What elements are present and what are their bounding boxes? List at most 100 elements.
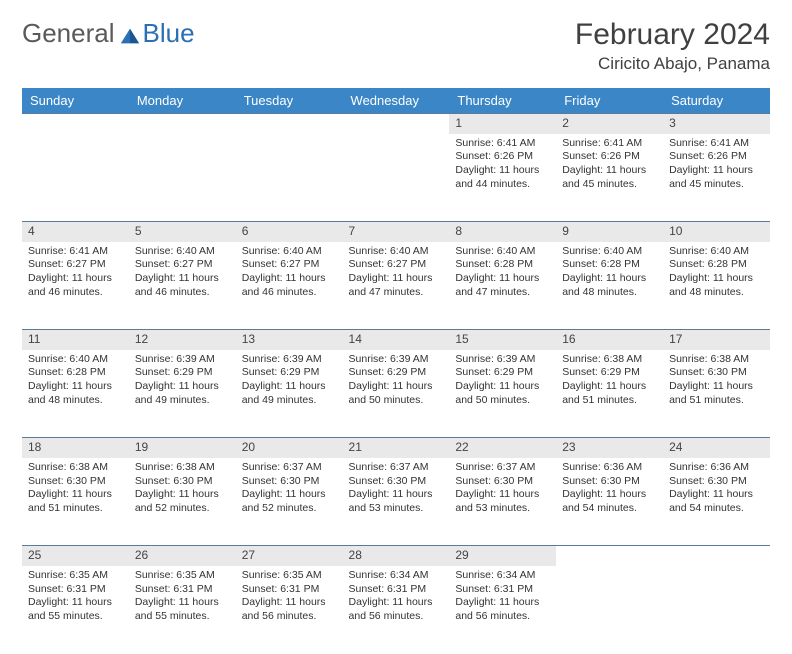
sunset-text: Sunset: 6:29 PM <box>562 366 657 380</box>
day-content-cell: Sunrise: 6:38 AMSunset: 6:30 PMDaylight:… <box>663 350 770 438</box>
daylight-text: Daylight: 11 hours and 45 minutes. <box>669 164 764 191</box>
day-number-cell: 23 <box>556 438 663 458</box>
day-content-cell: Sunrise: 6:37 AMSunset: 6:30 PMDaylight:… <box>343 458 450 546</box>
daylight-text: Daylight: 11 hours and 48 minutes. <box>28 380 123 407</box>
day-content-cell: Sunrise: 6:39 AMSunset: 6:29 PMDaylight:… <box>343 350 450 438</box>
daylight-text: Daylight: 11 hours and 53 minutes. <box>455 488 550 515</box>
day-number-cell: 7 <box>343 222 450 242</box>
daylight-text: Daylight: 11 hours and 54 minutes. <box>669 488 764 515</box>
sunrise-text: Sunrise: 6:37 AM <box>242 461 337 475</box>
day-number-cell: 1 <box>449 114 556 134</box>
day-content-cell: Sunrise: 6:35 AMSunset: 6:31 PMDaylight:… <box>236 566 343 654</box>
day-number-cell: 15 <box>449 330 556 350</box>
day-number-cell: 24 <box>663 438 770 458</box>
day-content-cell: Sunrise: 6:41 AMSunset: 6:26 PMDaylight:… <box>663 134 770 222</box>
logo-text-blue: Blue <box>143 18 195 49</box>
sunrise-text: Sunrise: 6:34 AM <box>455 569 550 583</box>
day-number-cell <box>236 114 343 134</box>
sunset-text: Sunset: 6:29 PM <box>135 366 230 380</box>
daylight-text: Daylight: 11 hours and 51 minutes. <box>562 380 657 407</box>
sunset-text: Sunset: 6:26 PM <box>455 150 550 164</box>
day-content-cell: Sunrise: 6:34 AMSunset: 6:31 PMDaylight:… <box>449 566 556 654</box>
day-number-cell: 19 <box>129 438 236 458</box>
day-content-cell <box>663 566 770 654</box>
weekday-header-row: Sunday Monday Tuesday Wednesday Thursday… <box>22 88 770 114</box>
sunset-text: Sunset: 6:28 PM <box>562 258 657 272</box>
sunset-text: Sunset: 6:29 PM <box>242 366 337 380</box>
day-content-cell: Sunrise: 6:35 AMSunset: 6:31 PMDaylight:… <box>129 566 236 654</box>
day-number-cell: 29 <box>449 546 556 566</box>
daylight-text: Daylight: 11 hours and 46 minutes. <box>135 272 230 299</box>
sunrise-text: Sunrise: 6:38 AM <box>669 353 764 367</box>
sunset-text: Sunset: 6:31 PM <box>455 583 550 597</box>
sunset-text: Sunset: 6:29 PM <box>349 366 444 380</box>
day-number-row: 11121314151617 <box>22 330 770 350</box>
day-number-cell: 22 <box>449 438 556 458</box>
day-content-row: Sunrise: 6:35 AM Sunset: 6:31 PM Daylight:… <box>22 566 770 654</box>
day-number-cell: 2 <box>556 114 663 134</box>
day-content-cell: Sunrise: 6:40 AMSunset: 6:27 PMDaylight:… <box>129 242 236 330</box>
day-number-cell <box>129 114 236 134</box>
day-number-cell: 27 <box>236 546 343 566</box>
day-content-cell <box>22 134 129 222</box>
daylight-text: Daylight: 11 hours and 51 minutes. <box>669 380 764 407</box>
sunset-text: Sunset: 6:26 PM <box>562 150 657 164</box>
day-content-cell: Sunrise: 6:40 AMSunset: 6:27 PMDaylight:… <box>343 242 450 330</box>
day-number-cell: 11 <box>22 330 129 350</box>
daylight-text: Daylight: 11 hours and 56 minutes. <box>242 596 337 623</box>
sunrise-text: Sunrise: 6:40 AM <box>669 245 764 259</box>
day-number-cell: 13 <box>236 330 343 350</box>
sunset-text: Sunset: 6:28 PM <box>455 258 550 272</box>
daylight-text: Daylight: 11 hours and 50 minutes. <box>455 380 550 407</box>
day-content-cell: Sunrise: 6:40 AMSunset: 6:28 PMDaylight:… <box>449 242 556 330</box>
day-number-row: 123 <box>22 114 770 134</box>
logo-text-general: General <box>22 18 115 49</box>
sunset-text: Sunset: 6:30 PM <box>455 475 550 489</box>
daylight-text: Daylight: 11 hours and 51 minutes. <box>28 488 123 515</box>
day-number-row: 2526272829 <box>22 546 770 566</box>
day-number-cell: 5 <box>129 222 236 242</box>
day-content-cell: Sunrise: 6:38 AMSunset: 6:30 PMDaylight:… <box>129 458 236 546</box>
weekday-header: Monday <box>129 88 236 114</box>
daylight-text: Daylight: 11 hours and 47 minutes. <box>349 272 444 299</box>
day-content-cell: Sunrise: 6:37 AMSunset: 6:30 PMDaylight:… <box>236 458 343 546</box>
daylight-text: Daylight: 11 hours and 55 minutes. <box>28 596 123 623</box>
daylight-text: Daylight: 11 hours and 47 minutes. <box>455 272 550 299</box>
sunrise-text: Sunrise: 6:35 AM <box>242 569 337 583</box>
day-number-cell: 4 <box>22 222 129 242</box>
sunrise-text: Sunrise: 6:40 AM <box>135 245 230 259</box>
sunrise-text: Sunrise: 6:35 AM <box>28 569 123 583</box>
day-content-cell: Sunrise: 6:37 AMSunset: 6:30 PMDaylight:… <box>449 458 556 546</box>
sunset-text: Sunset: 6:30 PM <box>669 366 764 380</box>
day-content-cell: Sunrise: 6:39 AMSunset: 6:29 PMDaylight:… <box>449 350 556 438</box>
day-content-cell <box>129 134 236 222</box>
day-content-cell <box>556 566 663 654</box>
day-content-cell: Sunrise: 6:41 AMSunset: 6:27 PMDaylight:… <box>22 242 129 330</box>
header: General Blue February 2024 Ciricito Abaj… <box>22 18 770 74</box>
sunrise-text: Sunrise: 6:39 AM <box>242 353 337 367</box>
month-title: February 2024 <box>575 18 770 52</box>
day-content-cell: Sunrise: 6:36 AMSunset: 6:30 PMDaylight:… <box>663 458 770 546</box>
day-content-cell: Sunrise: 6:39 AMSunset: 6:29 PMDaylight:… <box>129 350 236 438</box>
title-block: February 2024 Ciricito Abajo, Panama <box>575 18 770 74</box>
day-number-cell <box>663 546 770 566</box>
logo-mark-icon <box>119 23 141 45</box>
sunset-text: Sunset: 6:27 PM <box>135 258 230 272</box>
sunset-text: Sunset: 6:30 PM <box>349 475 444 489</box>
day-number-cell: 12 <box>129 330 236 350</box>
day-number-cell: 17 <box>663 330 770 350</box>
daylight-text: Daylight: 11 hours and 48 minutes. <box>669 272 764 299</box>
sunrise-text: Sunrise: 6:40 AM <box>242 245 337 259</box>
daylight-text: Daylight: 11 hours and 45 minutes. <box>562 164 657 191</box>
sunset-text: Sunset: 6:31 PM <box>349 583 444 597</box>
daylight-text: Daylight: 11 hours and 53 minutes. <box>349 488 444 515</box>
sunset-text: Sunset: 6:30 PM <box>669 475 764 489</box>
location: Ciricito Abajo, Panama <box>575 54 770 74</box>
daylight-text: Daylight: 11 hours and 46 minutes. <box>242 272 337 299</box>
sunrise-text: Sunrise: 6:36 AM <box>669 461 764 475</box>
sunset-text: Sunset: 6:30 PM <box>28 475 123 489</box>
daylight-text: Daylight: 11 hours and 50 minutes. <box>349 380 444 407</box>
sunrise-text: Sunrise: 6:38 AM <box>135 461 230 475</box>
weekday-header: Saturday <box>663 88 770 114</box>
sunrise-text: Sunrise: 6:36 AM <box>562 461 657 475</box>
